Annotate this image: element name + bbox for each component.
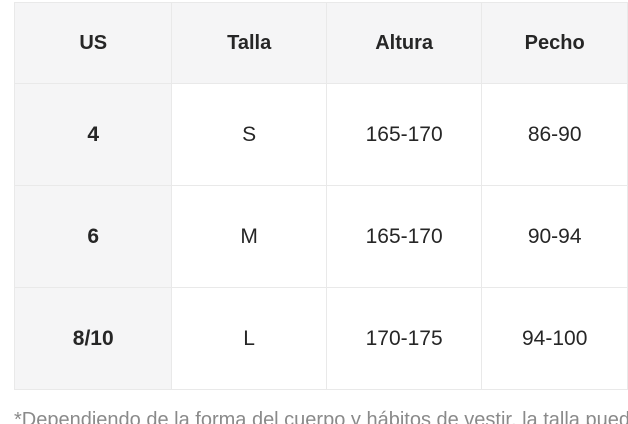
talla-cell: L: [171, 287, 327, 390]
talla-cell: S: [171, 83, 327, 186]
altura-cell: 165-170: [325, 83, 483, 186]
table-row: 4 S 165-170 86-90: [13, 83, 628, 186]
pecho-cell: 90-94: [481, 185, 628, 288]
us-size-cell: 4: [13, 83, 173, 186]
us-size-cell: 6: [13, 185, 173, 288]
talla-cell: M: [171, 185, 327, 288]
pecho-cell: 86-90: [481, 83, 628, 186]
size-chart-header-row: US Talla Altura Pecho: [13, 2, 628, 84]
header-cell-talla: Talla: [171, 2, 327, 84]
pecho-cell: 94-100: [481, 287, 628, 390]
us-size-cell: 8/10: [13, 287, 173, 390]
altura-cell: 170-175: [325, 287, 483, 390]
table-row: 8/10 L 170-175 94-100: [13, 287, 628, 390]
size-chart-table: US Talla Altura Pecho 4 S 165-170 86-90 …: [13, 2, 628, 390]
size-chart-footnote: *Dependiendo de la forma del cuerpo y há…: [14, 409, 628, 424]
header-cell-pecho: Pecho: [481, 2, 628, 84]
altura-cell: 165-170: [325, 185, 483, 288]
header-cell-altura: Altura: [325, 2, 483, 84]
header-cell-us: US: [13, 2, 173, 84]
table-row: 6 M 165-170 90-94: [13, 185, 628, 288]
